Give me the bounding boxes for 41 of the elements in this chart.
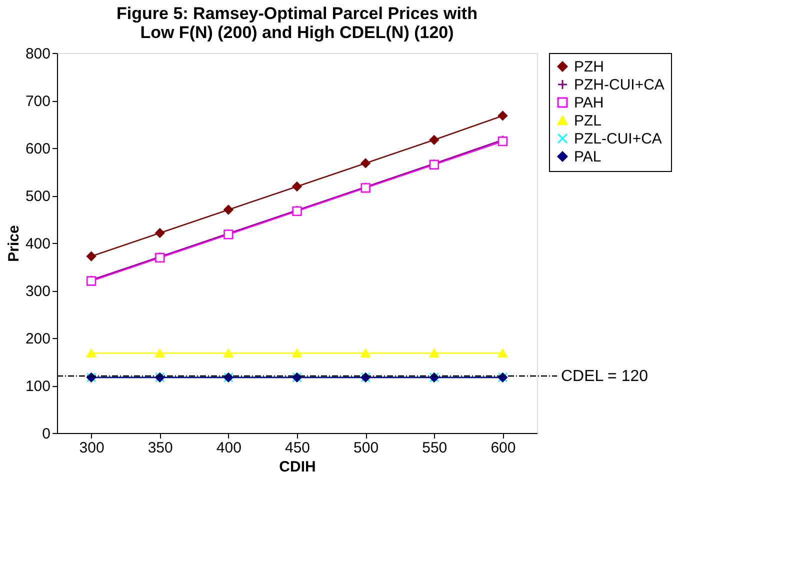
point xyxy=(86,251,96,262)
point xyxy=(360,158,370,168)
legend-label: PZL xyxy=(574,112,602,130)
point xyxy=(429,348,439,358)
point xyxy=(360,348,370,358)
x-tick-label: 550 xyxy=(422,440,448,456)
x-tick-label: 350 xyxy=(148,440,173,456)
point xyxy=(498,348,508,358)
point xyxy=(155,348,165,358)
legend-label: PZH-CUI+CA xyxy=(574,76,664,94)
legend-label: PAL xyxy=(574,148,602,166)
x-tick-label: 450 xyxy=(284,440,310,456)
x-axis-title: CDIH xyxy=(279,458,316,476)
x-tick-label: 600 xyxy=(490,440,516,456)
y-tick-label: 600 xyxy=(25,140,50,158)
y-tick-label: 200 xyxy=(25,330,50,348)
y-tick-label: 500 xyxy=(25,188,50,205)
y-axis-title: Price xyxy=(5,225,22,262)
x-tick-label: 300 xyxy=(79,440,104,456)
legend-label: PZL-CUI+CA xyxy=(574,130,662,148)
text: Figure 5: Ramsey-Optimal Parcel Prices with xyxy=(116,4,478,23)
y-tick-label: 700 xyxy=(25,93,50,110)
y-tick-label: 400 xyxy=(25,236,50,252)
y-tick-label: 800 xyxy=(25,46,50,62)
y-tick-label: 0 xyxy=(42,426,50,442)
legend-label: PZH xyxy=(574,58,604,76)
point xyxy=(498,110,508,121)
point xyxy=(292,348,302,358)
y-tick-label: 100 xyxy=(25,378,50,395)
point xyxy=(155,228,165,238)
point xyxy=(224,204,234,215)
y-tick-label: 300 xyxy=(25,283,50,300)
x-tick-label: 500 xyxy=(354,440,379,456)
ref-line-label: CDEL = 120 xyxy=(561,368,648,385)
legend-label: PAH xyxy=(574,94,604,112)
point xyxy=(429,135,439,145)
point xyxy=(292,182,302,192)
point xyxy=(86,348,96,358)
point xyxy=(224,348,234,358)
x-tick-label: 400 xyxy=(216,440,242,456)
text: Low F(N) (200) and High CDEL(N) (120) xyxy=(140,23,454,42)
